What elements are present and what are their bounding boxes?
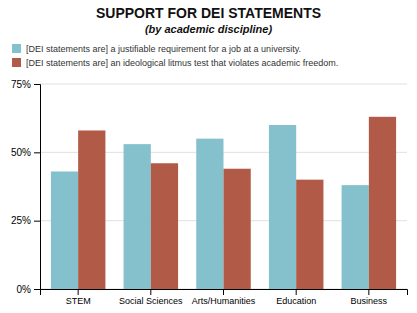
y-tick-mark	[34, 221, 40, 222]
bars	[51, 117, 396, 289]
bar	[196, 139, 223, 289]
bar	[51, 171, 78, 289]
y-tick: 75%	[11, 79, 40, 90]
y-tick-mark	[34, 152, 40, 153]
legend-label: [DEI statements are] an ideological litm…	[26, 58, 338, 68]
bar	[342, 185, 369, 289]
y-tick: 25%	[11, 215, 40, 226]
y-tick-mark	[34, 289, 40, 290]
x-axis-line	[41, 290, 408, 296]
x-tick: Business	[351, 289, 388, 306]
y-axis-line	[34, 85, 41, 290]
x-tick: Social Sciences	[119, 289, 183, 306]
bar	[124, 144, 151, 289]
legend: [DEI statements are] a justifiable requi…	[12, 44, 338, 68]
x-axis: STEM Social Sciences Arts/Humanities Educat…	[41, 289, 408, 306]
subtitle: (by academic discipline)	[145, 23, 272, 35]
bar	[269, 125, 296, 289]
y-tick-label: 25%	[11, 215, 31, 226]
chart: SUPPORT FOR DEI STATEMENTS (by academic d…	[0, 0, 417, 313]
x-tick-mark	[368, 289, 369, 295]
y-tick-label: 0%	[17, 284, 32, 295]
legend-swatch	[12, 44, 21, 53]
x-tick-label: Arts/Humanities	[192, 296, 256, 306]
legend-swatch	[12, 58, 21, 67]
grid-line	[40, 84, 407, 85]
bar-series	[78, 117, 396, 289]
x-tick: STEM	[66, 289, 91, 306]
x-tick-label: Business	[351, 296, 388, 306]
x-tick-label: Education	[276, 296, 316, 306]
x-tick-mark	[78, 289, 79, 295]
y-tick-label: 75%	[11, 79, 31, 90]
y-tick-label: 50%	[11, 147, 31, 158]
y-tick: 50%	[11, 147, 40, 158]
legend-item: [DEI statements are] a justifiable requi…	[12, 44, 301, 54]
title: SUPPORT FOR DEI STATEMENTS	[96, 5, 321, 21]
bar	[151, 163, 178, 289]
plot: 0% 25% 50% 75% STEM Social Sciences Arts/Human…	[11, 79, 408, 307]
y-tick: 0%	[17, 284, 40, 295]
x-tick-label: Social Sciences	[119, 296, 183, 306]
bar-series	[51, 125, 369, 289]
x-tick: Arts/Humanities	[192, 289, 256, 306]
legend-item: [DEI statements are] an ideological litm…	[12, 58, 338, 68]
x-tick-label: STEM	[66, 296, 91, 306]
x-tick-mark	[223, 289, 224, 295]
bar	[296, 180, 323, 289]
x-tick-mark	[296, 289, 297, 295]
y-axis: 0% 25% 50% 75%	[11, 79, 41, 295]
bar	[369, 117, 396, 289]
grid	[40, 84, 407, 289]
x-tick-mark	[150, 289, 151, 295]
x-tick: Education	[276, 289, 316, 306]
y-tick-mark	[34, 84, 40, 85]
bar	[78, 130, 105, 289]
bar	[224, 169, 251, 289]
legend-label: [DEI statements are] a justifiable requi…	[26, 44, 301, 54]
